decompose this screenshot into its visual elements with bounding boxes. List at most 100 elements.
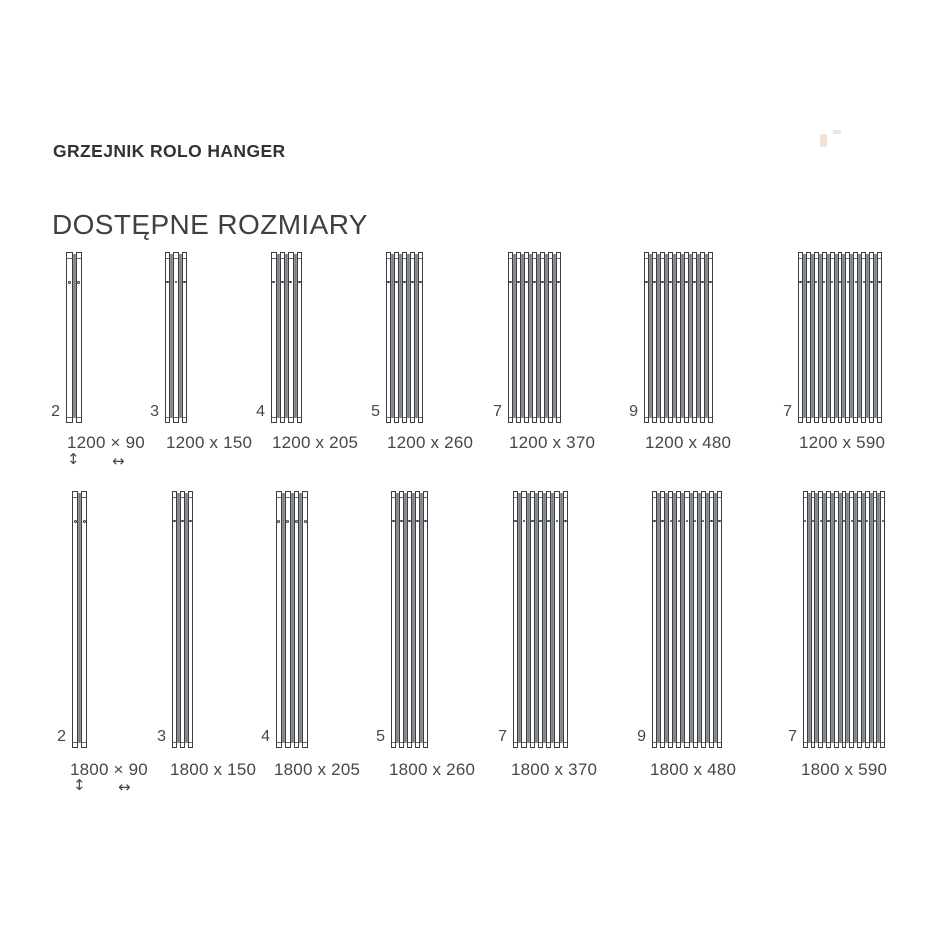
hanger-hole-icon [189,519,192,523]
hanger-hole-icon [881,519,884,523]
hanger-hole-icon [838,280,842,284]
weld-tick-top [73,497,77,498]
weld-tick-top [530,497,534,498]
tube [540,252,545,423]
weld-tick-top [303,497,307,498]
collector-bar [697,493,701,743]
size-label: 1800 x 260 [389,760,476,779]
weld-tick-bottom [709,417,712,418]
collector-bar [399,254,402,418]
weld-tick-top [838,258,842,259]
collector-bar [838,493,842,743]
tube [861,252,867,423]
hanger-hole-icon [533,280,536,284]
weld-tick-bottom [76,417,81,418]
weld-tick-top [181,497,184,498]
stray-artifact [820,134,827,147]
weld-tick-bottom [280,417,284,418]
weld-tick-bottom [289,417,293,418]
weld-tick-top [280,258,284,259]
weld-tick-top [67,258,72,259]
weld-tick-top [709,258,712,259]
hanger-hole-icon [854,280,857,284]
collector-bar [815,493,819,743]
size-label: 1200 x 205 [272,433,359,452]
weld-tick-top [294,497,299,498]
hanger-hole-icon [823,280,826,284]
radiator-diagram [165,252,187,423]
section-title-available-sizes: DOSTĘPNE ROZMIARY [52,209,368,241]
weld-tick-bottom [424,742,427,743]
tube [407,491,412,748]
tube [556,252,561,423]
collector-bar [705,493,709,743]
collector-bar [705,254,708,418]
collector-bar [513,254,516,418]
tube-count-label: 7 [788,728,797,745]
weld-tick-bottom [811,742,815,743]
size-label: 1200 × 90 [67,433,145,452]
weld-tick-top [533,258,536,259]
hanger-hole-icon [419,280,422,284]
collector-bar [850,254,854,418]
weld-tick-bottom [73,742,77,743]
collector-bar [877,493,881,743]
weld-tick-bottom [297,417,301,418]
tube [821,252,827,423]
hanger-hole-icon [710,519,713,523]
hanger-hole-icon [303,519,307,523]
tube [562,491,568,748]
weld-tick-top [685,258,688,259]
tube [181,252,187,423]
collector-bar [854,493,858,743]
collector-bar [170,254,174,418]
size-label: 1800 × 90 [70,760,148,779]
hanger-hole-icon [842,519,846,523]
tube [529,491,535,748]
weld-tick-top [661,497,665,498]
hanger-hole-icon [718,519,721,523]
weld-tick-bottom [854,417,858,418]
collector-bar [846,493,850,743]
weld-tick-top [693,258,696,259]
weld-tick-bottom [685,742,689,743]
hanger-hole-icon [181,519,184,523]
collector-bar [673,254,676,418]
weld-tick-top [514,497,518,498]
hanger-hole-icon [294,519,298,523]
tube [826,491,831,748]
weld-tick-top [806,258,810,259]
weld-tick-bottom [865,742,869,743]
weld-tick-bottom [416,742,419,743]
collector-bar [185,493,188,743]
weld-tick-top [400,497,403,498]
hanger-hole-icon [815,280,818,284]
tube [668,491,674,748]
weld-tick-bottom [701,417,704,418]
hanger-hole-icon [862,280,865,284]
weld-tick-top [522,497,526,498]
weld-tick-top [661,258,664,259]
collector-bar [830,493,834,743]
tube [668,252,673,423]
hanger-hole-icon [709,280,712,284]
tube [508,252,513,423]
size-label: 1200 x 480 [645,433,732,452]
weld-tick-top [297,258,301,259]
weld-tick-top [182,258,186,259]
weld-tick-bottom [878,417,881,418]
weld-tick-top [547,497,551,498]
tube [524,252,529,423]
hanger-hole-icon [804,519,807,523]
weld-tick-top [819,497,823,498]
weld-tick-top [799,258,802,259]
weld-tick-top [555,497,559,498]
tube [692,491,698,748]
hanger-hole-icon [846,280,850,284]
weld-tick-bottom [677,417,680,418]
tube-count-label: 7 [783,403,792,420]
hanger-hole-icon [830,280,834,284]
weld-tick-top [701,258,704,259]
tube [864,491,870,748]
hanger-hole-icon [873,519,876,523]
